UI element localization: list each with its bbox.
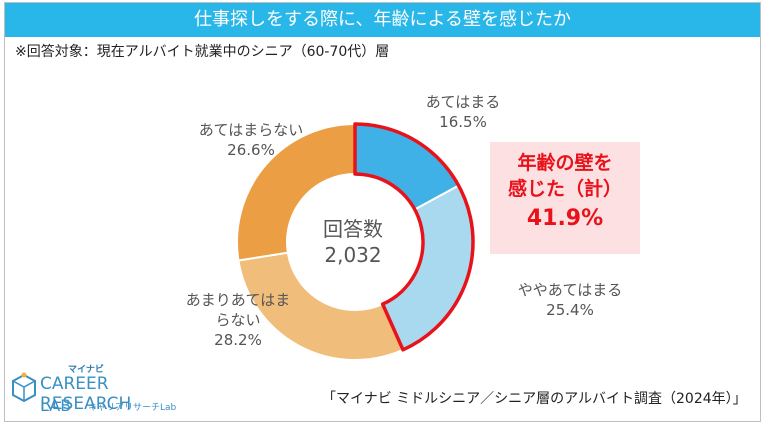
chart-title: 仕事探しをする際に、年齢による壁を感じたか <box>5 3 760 37</box>
slice-value-0: 16.5% <box>439 113 487 131</box>
slice-3 <box>236 122 356 262</box>
slice-2 <box>237 251 405 361</box>
logo-cube-icon <box>12 372 36 403</box>
logo-line2: LAB <box>40 396 72 415</box>
slice-value-2: 28.2% <box>214 331 262 349</box>
slice-value-1: 25.4% <box>546 301 594 319</box>
callout-value: 41.9% <box>526 206 604 231</box>
slice-category-2: あまりあてはまらない <box>185 291 291 329</box>
slice-label-3: あてはまらない 26.6% <box>176 120 326 160</box>
center-value: 2,032 <box>324 243 382 267</box>
callout-line1: 年齢の壁を <box>517 152 613 174</box>
highlight-outline <box>353 122 475 352</box>
center-title: 回答数 <box>323 217 383 241</box>
slice-value-3: 26.6% <box>227 141 275 159</box>
center-label: 回答数 2,032 <box>298 216 408 268</box>
logo-brand: マイナビ <box>68 365 104 375</box>
logo-line1: CAREER RESEARCH <box>40 374 132 414</box>
logo-jp: キャリアリサーチLab <box>88 403 177 413</box>
chart-subtitle: ※回答対象：現在アルバイト就業中のシニア（60-70代）層 <box>15 44 390 60</box>
source-note: 「マイナビ ミドルシニア／シニア層のアルバイト調査（2024年）」 <box>322 391 747 407</box>
slice-category-0: あてはまる <box>425 93 501 111</box>
slice-label-1: ややあてはまる 25.4% <box>500 280 640 320</box>
slice-category-3: あてはまらない <box>198 121 304 139</box>
slice-label-0: あてはまる 16.5% <box>408 92 518 132</box>
slice-category-1: ややあてはまる <box>517 281 623 299</box>
callout-line2: 感じた（計） <box>507 178 622 200</box>
slice-label-2: あまりあてはまらない 28.2% <box>180 290 296 350</box>
logo: マイナビ CAREER RESEARCH LAB キャリアリサーチLab <box>10 362 200 418</box>
highlight-callout: 年齢の壁を 感じた（計） 41.9% <box>490 142 640 254</box>
